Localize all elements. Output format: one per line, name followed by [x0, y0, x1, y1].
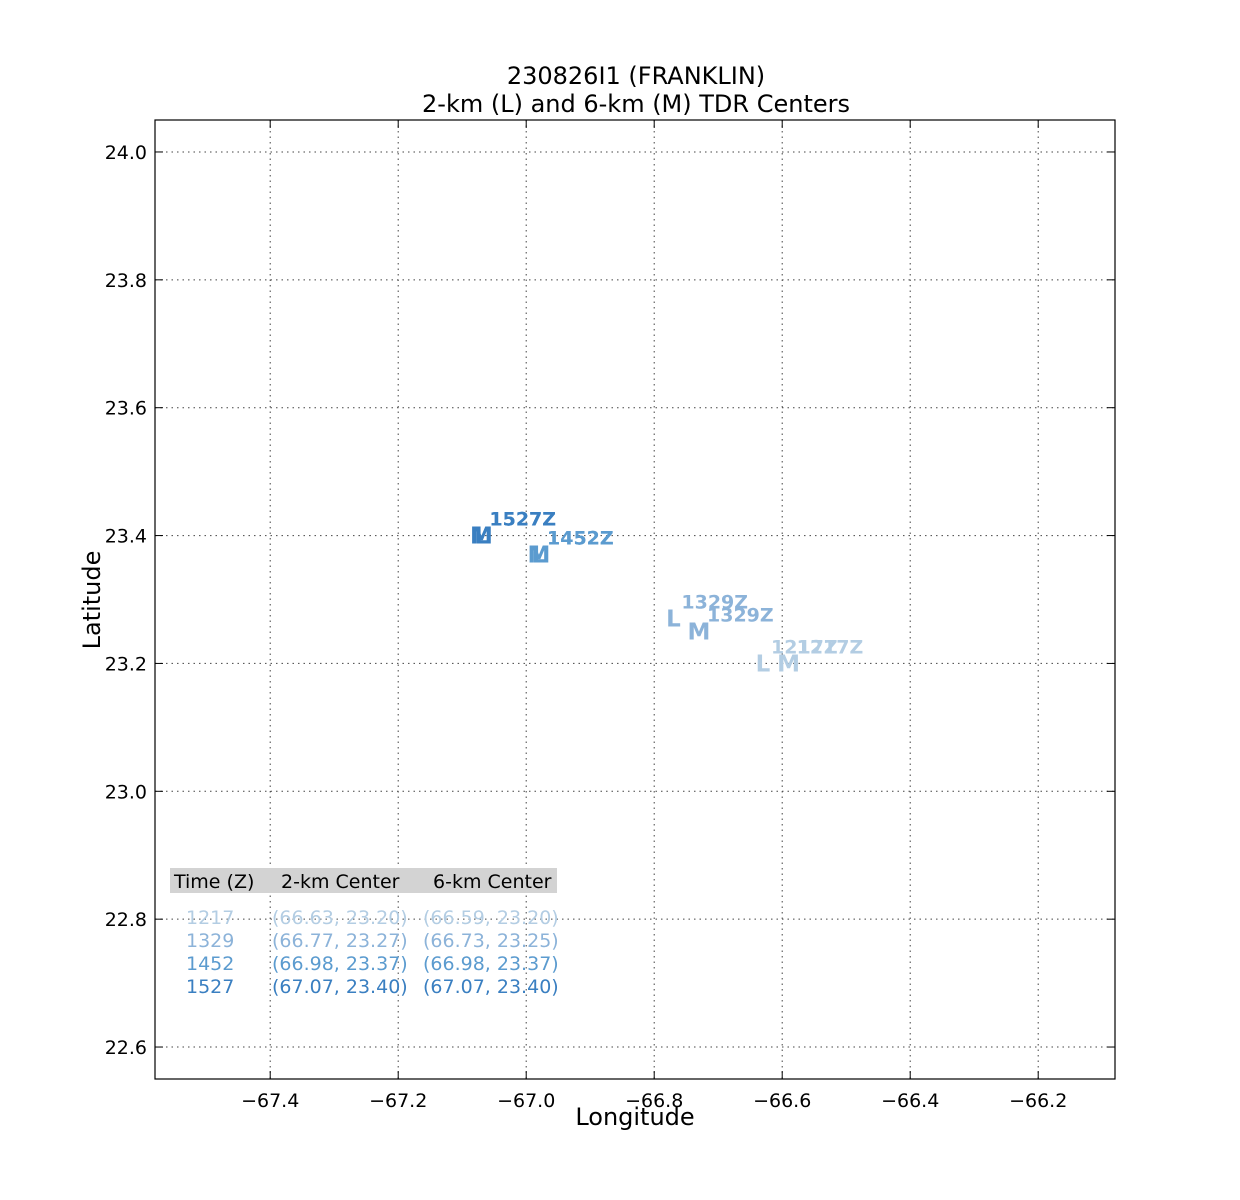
center-marker-m: M: [528, 543, 551, 569]
x-tick-label: −66.6: [753, 1090, 811, 1112]
y-tick-label: 24.0: [105, 142, 147, 164]
table-header-background: [170, 868, 557, 893]
time-label: 1527Z: [489, 509, 556, 531]
y-tick-label: 23.2: [105, 653, 147, 675]
x-tick-label: −67.0: [497, 1090, 555, 1112]
center-marker-l: L: [666, 607, 681, 633]
table-cell-2km: (66.77, 23.27): [272, 930, 408, 952]
y-tick-label: 22.8: [105, 909, 147, 931]
chart-subtitle: 2-km (L) and 6-km (M) TDR Centers: [422, 90, 850, 118]
table-cell-2km: (67.07, 23.40): [272, 976, 408, 998]
centers-table: Time (Z) 2-km Center 6-km Center 1217 (66…: [170, 868, 559, 998]
x-tick-label: −66.8: [625, 1090, 683, 1112]
time-label: 1329Z: [707, 604, 774, 626]
table-header-6km: 6-km Center: [433, 871, 552, 893]
center-marker-l: L: [532, 543, 547, 569]
table-cell-6km: (66.98, 23.37): [423, 953, 559, 975]
x-tick-label: −67.4: [241, 1090, 299, 1112]
time-label: 1452Z: [547, 528, 614, 550]
y-tick-label: 23.8: [105, 270, 147, 292]
table-cell-2km: (66.98, 23.37): [272, 953, 408, 975]
plot-frame: [154, 119, 1116, 1080]
chart-title: 230826I1 (FRANKLIN): [507, 62, 765, 90]
table-header-2km: 2-km Center: [281, 871, 400, 893]
axis-ticks: −67.4 −67.2 −67.0 −66.8 −66.6 −66.4 −66.2 22.6 2…: [105, 120, 1115, 1112]
y-axis-label: Latitude: [78, 551, 106, 650]
x-tick-label: −67.2: [369, 1090, 427, 1112]
y-tick-label: 23.4: [105, 526, 147, 548]
table-cell-2km: (66.63, 23.20): [272, 907, 408, 929]
x-tick-label: −66.4: [881, 1090, 939, 1112]
x-axis-label: Longitude: [575, 1103, 694, 1131]
time-label: 1452Z: [547, 528, 614, 550]
table-cell-time: 1329: [186, 930, 234, 952]
center-marker-m: M: [777, 651, 800, 677]
table-cell-6km: (66.73, 23.25): [423, 930, 559, 952]
time-label: 1217Z: [797, 636, 864, 658]
table-cell-6km: (67.07, 23.40): [423, 976, 559, 998]
table-cell-time: 1217: [186, 907, 234, 929]
y-tick-label: 23.0: [105, 781, 147, 803]
center-markers: L1217ZL1329ZL1452ZL1527ZM1217ZM1329ZM145…: [470, 509, 863, 678]
time-label: 1329Z: [681, 592, 748, 614]
table-header-time: Time (Z): [173, 871, 254, 893]
time-label: 1527Z: [489, 509, 556, 531]
table-cell-6km: (66.59, 23.20): [423, 907, 559, 929]
table-cell-time: 1527: [186, 976, 234, 998]
center-marker-m: M: [470, 524, 493, 550]
center-marker-m: M: [688, 619, 711, 645]
y-tick-label: 23.6: [105, 398, 147, 420]
x-tick-label: −66.2: [1009, 1090, 1067, 1112]
center-marker-l: L: [756, 651, 771, 677]
table-rows: 1217 (66.63, 23.20) (66.59, 23.20) 1329 (66.…: [186, 907, 559, 998]
time-label: 1217Z: [771, 636, 838, 658]
grid-lines: [155, 120, 1115, 1079]
table-cell-time: 1452: [186, 953, 234, 975]
y-tick-label: 22.6: [105, 1037, 147, 1059]
center-marker-l: L: [474, 524, 489, 550]
